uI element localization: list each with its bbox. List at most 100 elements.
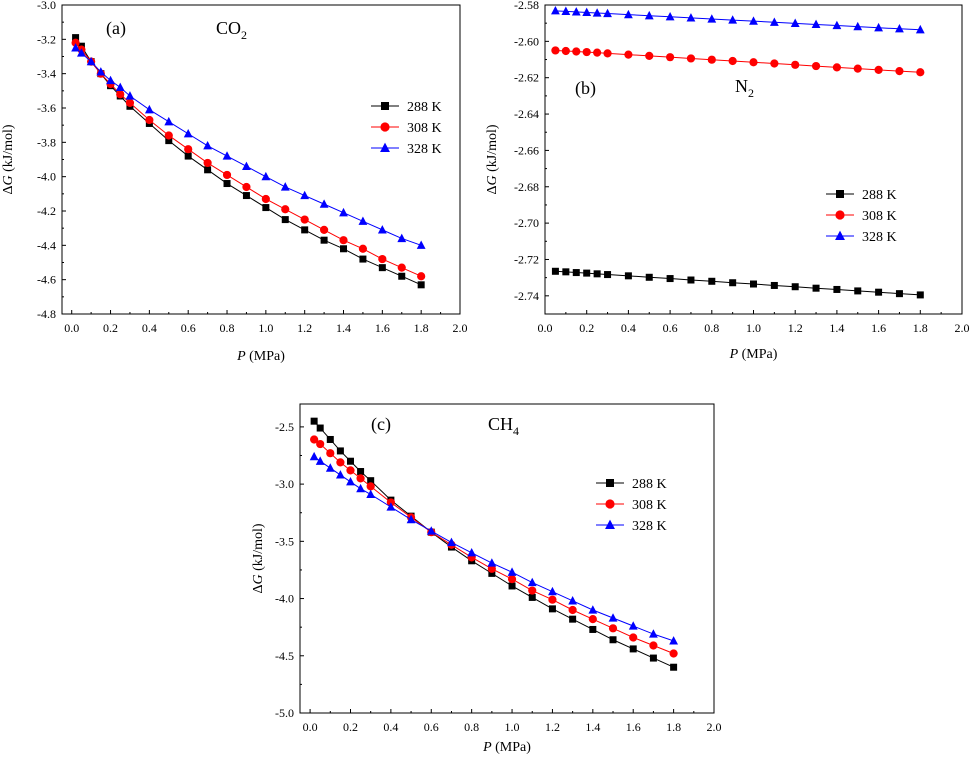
data-point-308K: [770, 59, 779, 68]
data-point-308K: [603, 49, 612, 58]
legend-label: 328 K: [862, 230, 897, 245]
data-point-308K: [316, 439, 325, 449]
data-point-308K: [874, 65, 883, 74]
data-point-328K: [447, 537, 456, 547]
data-point-288K: [508, 582, 516, 590]
data-point-328K: [707, 14, 717, 23]
data-point-288K: [367, 477, 375, 485]
x-tick-label: 1.6: [871, 321, 886, 335]
data-point-288K: [528, 593, 536, 601]
data-point-328K: [592, 8, 602, 17]
x-tick-label: 1.4: [585, 720, 600, 734]
data-point-288K: [666, 275, 674, 283]
data-point-328K: [183, 128, 193, 138]
legend-label: 328 K: [632, 519, 667, 534]
y-tick-label: -5.0: [275, 706, 294, 720]
data-point-308K: [551, 46, 560, 55]
y-tick-label: -2.58: [514, 0, 539, 12]
legend-label: 288 K: [407, 100, 442, 115]
series-line-328K: [75, 47, 422, 246]
data-point-308K: [281, 205, 290, 214]
data-point-308K: [608, 624, 618, 633]
data-point-288K: [548, 605, 556, 613]
data-point-328K: [527, 577, 537, 587]
data-point-328K: [125, 91, 135, 100]
data-point-328K: [568, 596, 578, 605]
data-point-308K: [666, 53, 675, 62]
y-axis-title: ΔG (kJ/mol): [485, 124, 500, 194]
data-point-328K: [406, 514, 416, 524]
x-tick-label: 0.2: [579, 321, 594, 335]
y-axis-title: ΔG (kJ/mol): [251, 523, 266, 593]
data-point-308K: [669, 649, 678, 658]
data-point-308K: [339, 236, 348, 245]
data-point-328K: [507, 567, 517, 576]
panel-label: (c): [371, 414, 391, 435]
data-point-328K: [309, 451, 319, 461]
legend-marker: [380, 122, 390, 132]
x-tick-label: 0.6: [424, 720, 439, 734]
panel-a: 0.0 0.2 0.4 0.6 0.8 1.0 1.2 1.4 1.6 1.8 2.0 -3.0 -3.…: [1, 0, 468, 364]
data-point-328K: [895, 24, 904, 33]
data-point-328K: [874, 22, 883, 32]
data-point-308K: [707, 55, 716, 64]
x-tick-label: 0.4: [383, 720, 398, 734]
data-point-328K: [624, 9, 633, 19]
data-point-288K: [687, 276, 695, 284]
data-point-288K: [833, 285, 841, 293]
data-point-328K: [426, 526, 436, 535]
data-point-308K: [116, 90, 125, 99]
data-point-328K: [728, 15, 738, 24]
data-point-328K: [571, 7, 581, 16]
data-point-288K: [204, 166, 212, 174]
data-point-328K: [242, 161, 251, 170]
y-tick-label: -3.0: [37, 0, 56, 12]
x-tick-label: 0.0: [538, 321, 553, 335]
data-point-328K: [628, 621, 638, 630]
data-point-308K: [561, 46, 570, 56]
gas-formula: N2: [735, 76, 754, 100]
data-point-328K: [548, 586, 557, 596]
data-point-328K: [325, 463, 335, 472]
data-point-308K: [366, 482, 375, 491]
data-point-288K: [223, 180, 231, 188]
data-point-328K: [669, 636, 679, 645]
data-point-288K: [301, 226, 309, 234]
data-point-328K: [339, 207, 348, 217]
x-axis-title: P (MPa): [729, 347, 778, 362]
data-point-328K: [222, 151, 232, 160]
data-point-308K: [356, 474, 365, 483]
data-point-308K: [336, 458, 345, 467]
data-point-308K: [832, 63, 842, 72]
data-point-308K: [346, 466, 355, 475]
series-line-288K: [313, 420, 674, 668]
data-point-308K: [895, 67, 904, 76]
data-point-328K: [649, 629, 658, 638]
panel-label: (b): [575, 78, 596, 99]
data-point-328K: [358, 216, 368, 225]
gas-formula: CH4: [488, 414, 519, 438]
data-point-328K: [588, 605, 598, 614]
data-point-328K: [315, 456, 325, 465]
data-point-328K: [261, 171, 271, 181]
data-point-308K: [528, 586, 537, 595]
series-line-328K: [555, 10, 921, 31]
x-tick-label: 0.4: [142, 321, 157, 335]
y-tick-label: -3.6: [37, 101, 56, 115]
data-point-288K: [417, 281, 425, 289]
y-tick-label: -3.5: [275, 534, 294, 548]
data-point-328K: [397, 233, 407, 243]
data-point-288K: [488, 569, 496, 577]
y-tick-label: -2.62: [514, 71, 539, 85]
x-tick-label: 1.6: [375, 321, 390, 335]
data-point-328K: [686, 13, 696, 22]
data-point-288K: [359, 255, 367, 263]
x-tick-label: 0.8: [704, 321, 719, 335]
data-point-328K: [71, 43, 80, 52]
data-point-328K: [164, 116, 174, 126]
x-tick-label: 0.2: [103, 321, 118, 335]
y-tick-label: -2.66: [514, 143, 539, 157]
plot-frame: [299, 403, 715, 714]
data-point-308K: [184, 145, 193, 154]
data-point-328K: [551, 6, 560, 15]
